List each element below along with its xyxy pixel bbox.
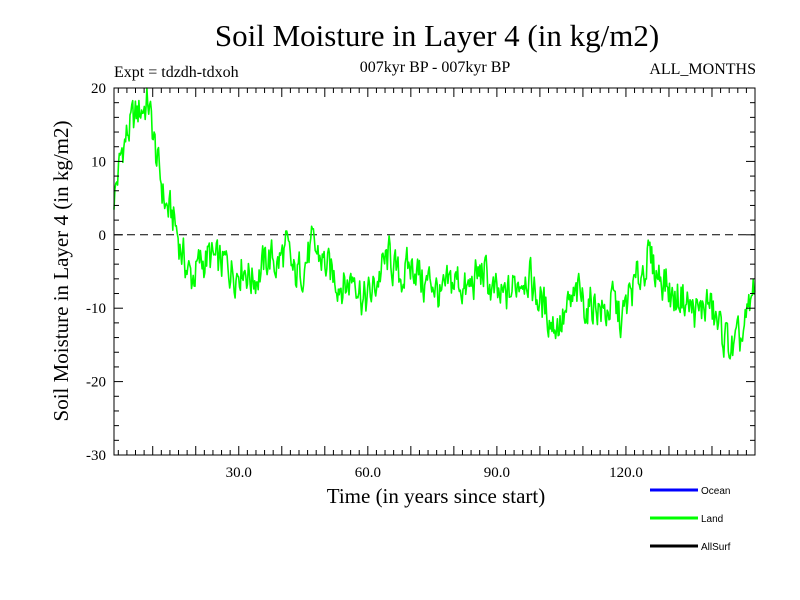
experiment-label: Expt = tdzdh-tdxoh xyxy=(114,64,239,81)
y-tick-label: 10 xyxy=(91,154,106,170)
y-tick-label: -20 xyxy=(86,375,106,391)
y-tick-label: 0 xyxy=(99,228,107,244)
x-axis-label: Time (in years since start) xyxy=(327,484,546,508)
x-tick-label: 60.0 xyxy=(355,465,381,481)
plot-frame xyxy=(113,87,756,456)
series-line-land xyxy=(113,87,756,360)
legend-label-land: Land xyxy=(701,514,723,525)
x-tick-label: 90.0 xyxy=(484,465,510,481)
y-axis-label: Soil Moisture in Layer 4 (in kg/m2) xyxy=(49,121,73,422)
chart-title: Soil Moisture in Layer 4 (in kg/m2) xyxy=(215,18,659,53)
period-label: 007kyr BP - 007kyr BP xyxy=(360,59,511,76)
x-tick-label: 30.0 xyxy=(226,465,252,481)
legend-label-ocean: Ocean xyxy=(701,486,730,497)
y-tick-label: -30 xyxy=(86,448,106,464)
y-tick-label: 20 xyxy=(91,81,106,97)
legend-label-allsurf: AllSurf xyxy=(701,542,731,553)
y-tick-label: -10 xyxy=(86,301,106,317)
x-tick-label: 120.0 xyxy=(609,465,643,481)
months-label: ALL_MONTHS xyxy=(649,61,756,78)
